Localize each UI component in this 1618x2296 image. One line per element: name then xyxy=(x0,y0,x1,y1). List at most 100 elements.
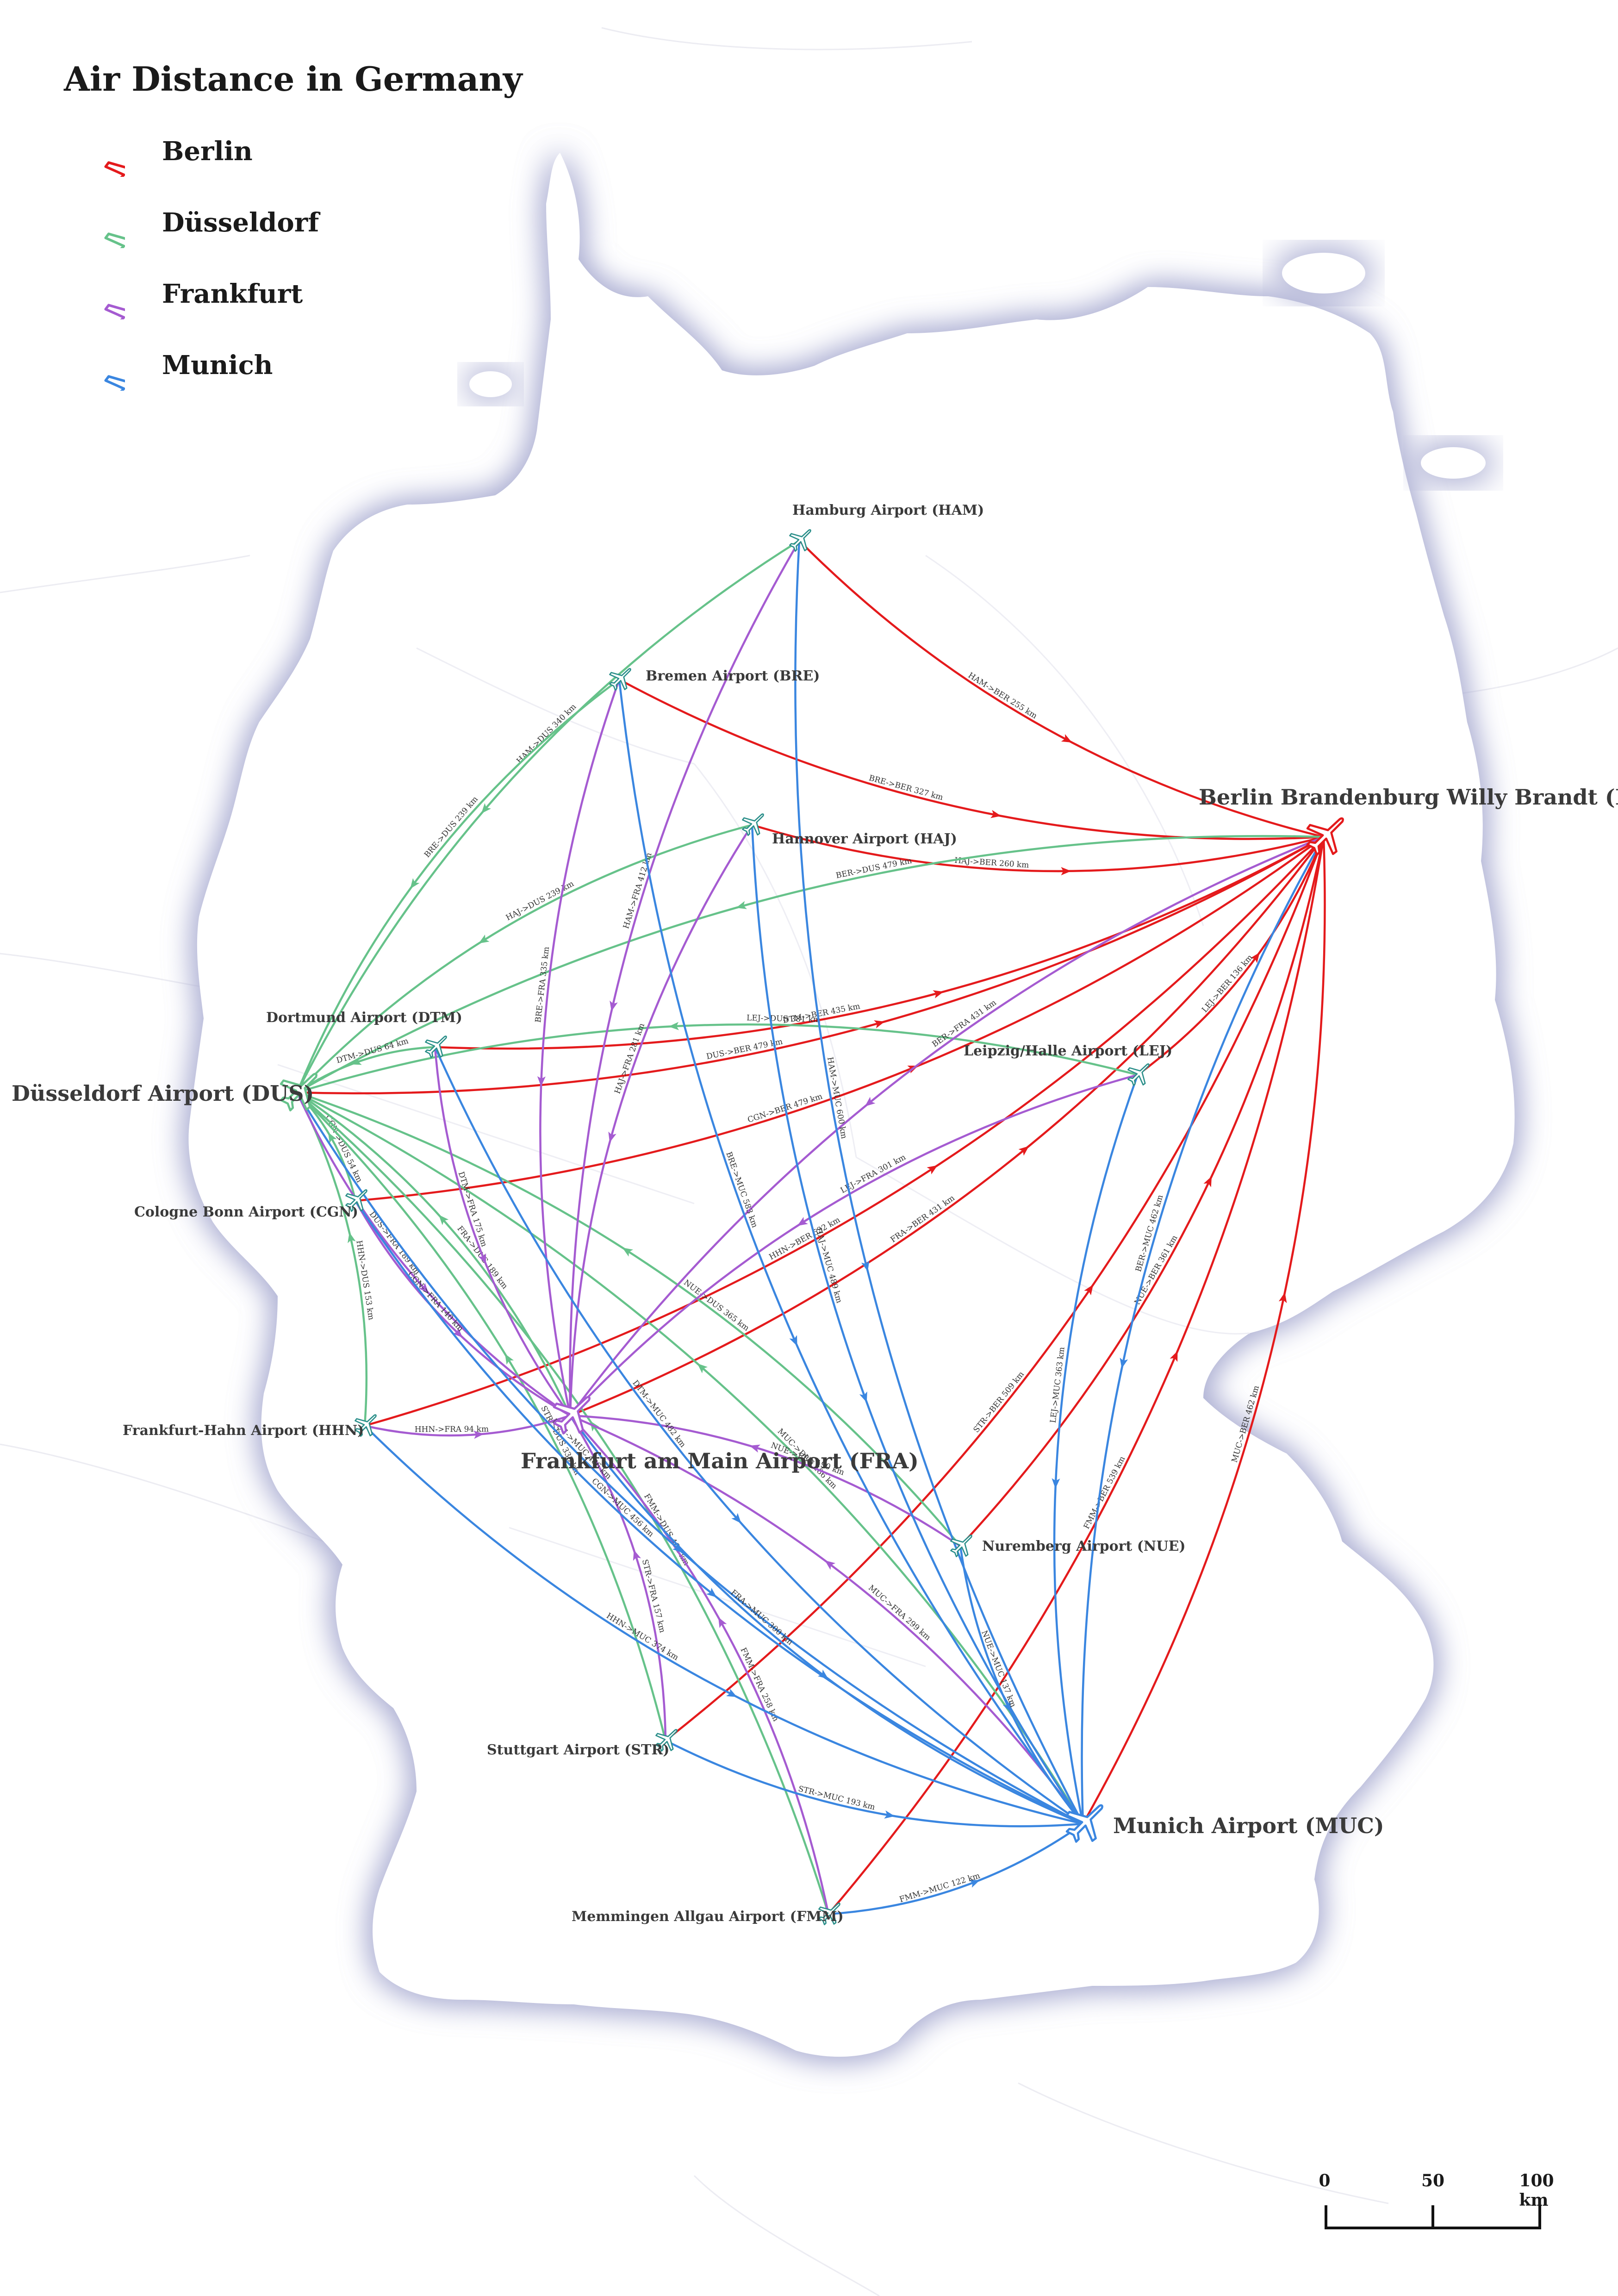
route-line xyxy=(751,824,1084,1825)
airport-ham[interactable]: Hamburg Airport (HAM) xyxy=(789,502,984,552)
airport-str[interactable]: Stuttgart Airport (STR) xyxy=(487,1729,678,1758)
route-line xyxy=(355,836,1325,1202)
airport-lej[interactable]: Leipzig/Halle Airport (LEJ) xyxy=(964,1043,1172,1086)
route-line xyxy=(296,1092,1084,1825)
map-title: Air Distance in Germany xyxy=(64,59,523,99)
route-line xyxy=(828,1823,1084,1915)
legend-label: Düsseldorf xyxy=(162,207,319,238)
route-arrow xyxy=(884,1810,895,1819)
airport-label: Cologne Bonn Airport (CGN) xyxy=(134,1204,358,1220)
route-arrow xyxy=(1061,867,1071,875)
route-arrow xyxy=(1170,1351,1178,1362)
route-line xyxy=(569,540,800,1416)
route-arrow xyxy=(504,1354,514,1365)
route-line xyxy=(296,679,620,1093)
route-line xyxy=(296,824,753,1093)
airport-label: Munich Airport (MUC) xyxy=(1113,1813,1384,1838)
airport-nue[interactable]: Nuremberg Airport (NUE) xyxy=(950,1535,1186,1558)
route-hhn-fra: HHN->FRA 94 km xyxy=(364,1414,571,1439)
airport-fra[interactable]: Frankfurt am Main Airport (FRA) xyxy=(521,1397,919,1473)
airport-cgn[interactable]: Cologne Bonn Airport (CGN) xyxy=(134,1189,367,1220)
route-arrow xyxy=(672,1543,683,1553)
route-line xyxy=(569,1073,1138,1416)
legend: Berlin Düsseldorf Frankfurt Munich xyxy=(74,116,319,401)
airport-label: Dortmund Airport (DTM) xyxy=(266,1010,462,1026)
route-arrow xyxy=(668,1022,679,1030)
route-arrow xyxy=(479,934,490,944)
route-line xyxy=(794,540,1084,1825)
route-line xyxy=(665,836,1325,1741)
airplane-icon xyxy=(74,197,125,248)
airport-label: Bremen Airport (BRE) xyxy=(646,668,820,684)
airport-hhn[interactable]: Frankfurt-Hahn Airport (HHN) xyxy=(123,1414,377,1439)
airport-fmm[interactable]: Memmingen Allgau Airport (FMM) xyxy=(572,1903,844,1926)
route-line xyxy=(364,1425,1083,1825)
germany-outline xyxy=(188,153,1515,2057)
route-arrow xyxy=(481,803,491,814)
route-line xyxy=(434,1047,571,1416)
route-line xyxy=(959,1546,1084,1825)
route-arrow xyxy=(736,901,747,909)
scale-label-100: 100 km xyxy=(1519,2171,1554,2210)
legend-label: Munich xyxy=(162,350,273,381)
route-arrow xyxy=(473,1430,484,1439)
route-line xyxy=(296,540,800,1093)
route-line xyxy=(435,836,1325,1050)
route-arrow xyxy=(933,990,944,998)
airport-label: Hamburg Airport (HAM) xyxy=(792,502,984,518)
airport-label: Leipzig/Halle Airport (LEJ) xyxy=(964,1043,1172,1059)
airplane-icon xyxy=(74,126,125,177)
route-arrow xyxy=(438,1215,449,1225)
route-arrow xyxy=(718,1617,727,1628)
route-arrow xyxy=(1018,1146,1029,1156)
route-line xyxy=(570,1414,961,1547)
airport-label: Nuremberg Airport (NUE) xyxy=(982,1538,1186,1554)
airplane-icon xyxy=(74,268,125,319)
route-arrow xyxy=(478,1253,486,1265)
airports-layer: Hamburg Airport (HAM) Bremen Airport (BRE… xyxy=(12,502,1618,1926)
airport-dtm[interactable]: Dortmund Airport (DTM) xyxy=(266,1010,462,1059)
neighbor-borders xyxy=(0,27,1618,2296)
airport-dus[interactable]: Düsseldorf Airport (DUS) xyxy=(12,1074,317,1111)
route-arrow xyxy=(861,1260,870,1272)
route-line xyxy=(1137,836,1325,1076)
airport-bre[interactable]: Bremen Airport (BRE) xyxy=(609,668,820,691)
route-arrow xyxy=(348,1232,356,1243)
route-line xyxy=(296,1092,571,1416)
route-arrow xyxy=(697,1363,708,1373)
route-arrow xyxy=(610,1000,618,1011)
route-arrow xyxy=(817,1669,828,1679)
route-arrow xyxy=(1084,1285,1094,1296)
route-arrow xyxy=(749,1444,761,1453)
scale-label-0: 0 xyxy=(1319,2171,1331,2190)
route-arrow xyxy=(633,1550,641,1561)
route-line xyxy=(434,1047,1084,1825)
legend-item-munich: Munich xyxy=(74,330,319,401)
scale-bar: 0 50 100 km xyxy=(1319,2171,1554,2231)
airport-ber[interactable]: Berlin Brandenburg Willy Brandt (BER) xyxy=(1199,785,1618,855)
legend-label: Berlin xyxy=(162,136,253,167)
route-arrow xyxy=(1278,1292,1287,1304)
airport-haj[interactable]: Hannover Airport (HAJ) xyxy=(742,813,957,847)
route-line xyxy=(355,1200,571,1416)
route-arrow xyxy=(328,1132,337,1143)
route-arrow xyxy=(418,1283,429,1293)
route-arrow xyxy=(797,1217,808,1226)
route-arrow xyxy=(608,1131,616,1143)
airport-muc[interactable]: Munich Airport (MUC) xyxy=(1067,1805,1384,1842)
route-arrow xyxy=(789,1335,797,1347)
route-line xyxy=(570,1414,1084,1825)
legend-item-berlin: Berlin xyxy=(74,116,319,187)
scale-tick xyxy=(1325,2205,1327,2229)
route-line xyxy=(297,1023,1138,1094)
route-line xyxy=(1082,836,1326,1825)
route-line xyxy=(364,1414,571,1437)
route-line xyxy=(296,1092,1084,1825)
route-line xyxy=(296,1046,436,1093)
route-line xyxy=(618,679,1084,1825)
scale-tick xyxy=(1431,2205,1434,2229)
route-arrow xyxy=(990,810,1002,818)
route-arrow xyxy=(351,1057,362,1065)
route-arrow xyxy=(859,1391,867,1403)
